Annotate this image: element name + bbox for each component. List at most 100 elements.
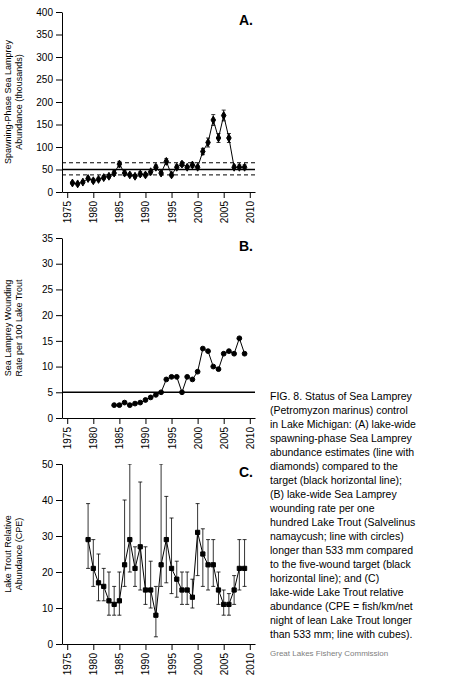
error-bar-stem (140, 482, 141, 590)
caption-line: hundred Lake Trout (Salvelinus (270, 516, 415, 528)
panel: 1975198019851990199520002005201005101520… (3, 233, 256, 450)
y-tick: 20 (42, 310, 62, 321)
y-tick-label: 400 (36, 7, 53, 18)
x-tick-mark (145, 192, 146, 198)
data-point (112, 403, 117, 408)
data-point (185, 374, 190, 379)
panel-label: C. (239, 464, 253, 480)
error-bar-cap (149, 561, 153, 562)
error-bar (164, 496, 168, 582)
caption-line: longer than 533 mm compared (270, 544, 413, 556)
y-tick-label: 300 (36, 52, 53, 63)
error-bar-stem (145, 547, 146, 605)
data-point (180, 588, 184, 592)
data-point (211, 116, 216, 124)
data-point (206, 139, 211, 147)
error-bar-cap (237, 539, 241, 540)
data-point (175, 577, 179, 581)
x-tick-label: 2000 (193, 653, 204, 676)
y-tick-mark (56, 341, 62, 342)
y-tick: 20 (42, 567, 62, 578)
error-bar (222, 590, 226, 615)
x-axis-line (63, 418, 256, 419)
error-bar-stem (108, 572, 109, 615)
y-tick-label: 0 (47, 639, 53, 650)
x-tick-mark (145, 418, 146, 424)
data-point (227, 134, 232, 142)
data-point (107, 172, 112, 180)
data-point (122, 563, 126, 567)
data-point (227, 602, 231, 606)
y-tick: 50 (42, 459, 62, 470)
error-bar-stem (197, 504, 198, 576)
caption-line: horizontal line); and (C) (270, 572, 379, 584)
y-tick: 10 (42, 361, 62, 372)
error-bar-cap (237, 590, 241, 591)
data-point (154, 613, 158, 617)
error-bar-cap (97, 554, 101, 555)
y-tick-mark (56, 57, 62, 58)
data-point (216, 134, 221, 142)
data-point (143, 588, 147, 592)
error-bar-cap (175, 597, 179, 598)
y-tick-label: 350 (36, 29, 53, 40)
y-tick-mark (56, 418, 62, 419)
error-bar-cap (112, 615, 116, 616)
x-tick: 1995 (167, 418, 178, 449)
error-bar (216, 134, 220, 143)
x-tick-label: 1990 (140, 201, 151, 224)
caption-line: in Lake Michigan: (A) lake-wide (270, 418, 416, 430)
y-tick-label: 15 (42, 336, 54, 347)
error-bar-stem (129, 464, 130, 572)
error-bar (222, 110, 226, 121)
y-tick-label: 50 (42, 164, 54, 175)
data-point (153, 392, 158, 397)
error-bar-cap (185, 572, 189, 573)
caption-line: to the five-wound target (black (270, 558, 411, 570)
data-point (96, 175, 101, 183)
caption-line: night of lean Lake Trout longer (270, 614, 412, 626)
x-tick-label: 2000 (193, 201, 204, 224)
data-line (72, 116, 244, 184)
error-bar-cap (175, 561, 179, 562)
x-tick-label: 1985 (114, 653, 125, 676)
y-tick-label: 0 (47, 187, 53, 198)
y-tick-mark (56, 464, 62, 465)
y-axis-label-line: Sea Lamprey Wounding (3, 280, 13, 376)
data-point (200, 346, 205, 351)
x-tick: 1990 (140, 644, 151, 675)
error-bar-cap (91, 539, 95, 540)
y-tick: 35 (42, 233, 62, 244)
data-point (196, 530, 200, 534)
y-tick-mark (56, 289, 62, 290)
y-tick: 10 (42, 603, 62, 614)
data-point (138, 170, 143, 178)
data-point (102, 584, 106, 588)
data-point (237, 336, 242, 341)
data-point (101, 174, 106, 182)
y-tick-mark (56, 644, 62, 645)
y-tick-label: 50 (42, 459, 54, 470)
error-bar-stem (171, 518, 172, 594)
error-bar-cap (123, 586, 127, 587)
x-tick: 2010 (245, 192, 256, 223)
data-point (159, 169, 164, 177)
error-bar-cap (133, 586, 137, 587)
error-bar (149, 561, 153, 608)
x-tick-label: 2000 (193, 427, 204, 450)
data-point (232, 588, 236, 592)
error-bar-stem (239, 540, 240, 590)
y-tick-mark (56, 147, 62, 148)
x-tick: 1990 (140, 192, 151, 223)
error-bar (143, 547, 147, 605)
error-bar-cap (196, 503, 200, 504)
data-point (128, 537, 132, 541)
data-point (164, 157, 169, 165)
error-bar-cap (222, 615, 226, 616)
y-tick-mark (56, 192, 62, 193)
data-point (91, 177, 96, 185)
error-bar-cap (211, 586, 215, 587)
error-bar-cap (164, 496, 168, 497)
data-point (154, 163, 159, 171)
data-point (117, 403, 122, 408)
